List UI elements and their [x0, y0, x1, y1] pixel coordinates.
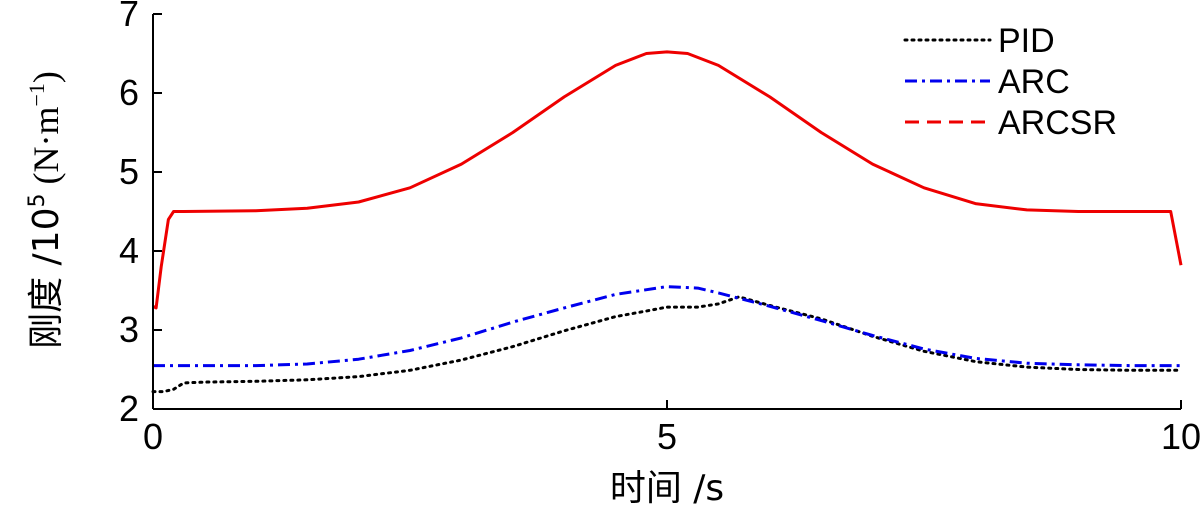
x-tick-label: 10: [1161, 416, 1200, 457]
legend-label-arcsr: ARCSR: [998, 104, 1117, 142]
y-tick-label: 3: [119, 309, 139, 350]
y-tick-label: 5: [119, 151, 139, 192]
series-line-arcsr: [152, 50, 1183, 310]
y-axis-title-exponent: 5: [25, 194, 50, 208]
legend-label-arc: ARC: [998, 63, 1070, 101]
y-tick-label: 4: [119, 230, 139, 271]
legend-label-pid: PID: [998, 22, 1055, 60]
series-line-pid: [151, 295, 1183, 394]
series-line-arc: [153, 285, 1181, 368]
x-tick-label: 5: [657, 416, 677, 457]
y-axis-title-unit-close: ): [26, 71, 66, 83]
x-axis-title: 时间 /s: [610, 468, 724, 509]
y-axis-title: 刚度 /105 (N·m−1): [24, 71, 67, 349]
y-tick-label: 2: [119, 388, 139, 429]
y-axis-title-unit-exponent: −1: [24, 83, 49, 106]
x-tick-label: 0: [143, 416, 163, 457]
plot-area: 0 5 10 2 3 4 5 6 7: [119, 0, 1200, 457]
y-axis-title-unit: (N·m: [26, 107, 66, 194]
y-axis-title-prefix: 刚度 /10: [26, 208, 67, 349]
axes-layer: 0 5 10 2 3 4 5 6 7: [119, 0, 1200, 457]
y-tick-label: 7: [119, 0, 139, 34]
y-tick-label: 6: [119, 72, 139, 113]
series-layer: [151, 50, 1183, 394]
